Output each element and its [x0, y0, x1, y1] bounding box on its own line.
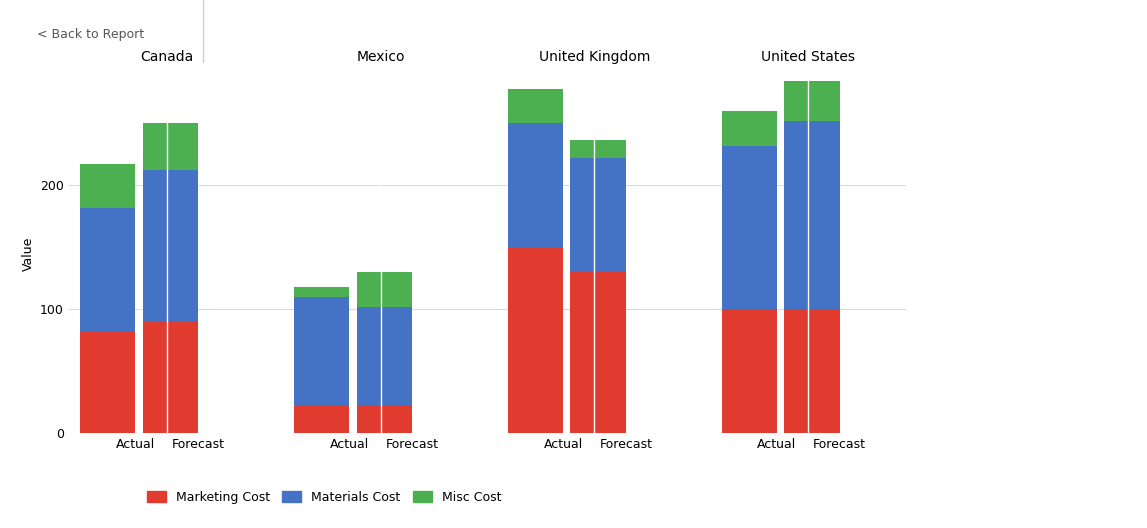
Bar	[570, 158, 626, 272]
Bar	[357, 272, 412, 307]
Bar	[357, 307, 412, 406]
Bar	[80, 208, 135, 332]
Bar	[142, 171, 198, 322]
Bar	[142, 124, 198, 171]
Bar	[357, 406, 412, 433]
Bar	[142, 322, 198, 433]
Bar	[508, 247, 563, 433]
Text: United Kingdom: United Kingdom	[539, 50, 650, 64]
Text: < Back to Report: < Back to Report	[37, 29, 145, 41]
Y-axis label: Value: Value	[22, 236, 34, 271]
Bar	[80, 332, 135, 433]
Bar	[721, 146, 777, 309]
Bar	[294, 287, 349, 297]
Bar	[570, 272, 626, 433]
Text: Mexico: Mexico	[357, 50, 405, 64]
Bar	[785, 121, 840, 309]
Bar	[721, 309, 777, 433]
Bar	[785, 81, 840, 121]
Text: United States: United States	[762, 50, 856, 64]
Bar	[294, 406, 349, 433]
Legend: Marketing Cost, Materials Cost, Misc Cost: Marketing Cost, Materials Cost, Misc Cos…	[142, 486, 506, 509]
Bar	[80, 164, 135, 208]
Bar	[508, 124, 563, 247]
Text: Canada: Canada	[140, 50, 193, 64]
Bar	[570, 139, 626, 158]
Bar	[721, 111, 777, 146]
Bar	[785, 309, 840, 433]
Bar	[294, 297, 349, 406]
Bar	[508, 89, 563, 124]
